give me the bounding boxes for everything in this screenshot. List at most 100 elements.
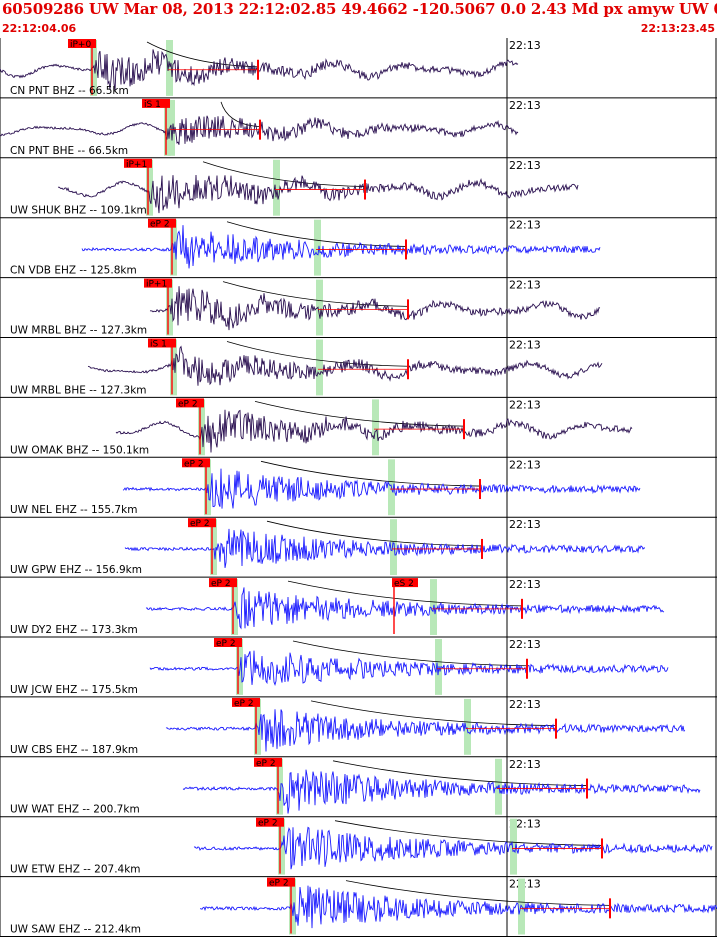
waveform	[81, 225, 601, 269]
station-label: UW DY2 EHZ -- 173.3km	[10, 624, 138, 636]
station-label: UW JCW EHZ -- 175.5km	[10, 684, 138, 696]
pick-label-box[interactable]	[232, 697, 260, 707]
pick-label-box[interactable]	[124, 158, 152, 168]
travel-time-curve	[310, 700, 557, 727]
travel-time-curve	[226, 341, 409, 367]
s-window-band	[314, 219, 321, 276]
minute-label: 22:13	[509, 39, 541, 52]
waveform	[145, 587, 665, 630]
minute-label: 22:13	[509, 698, 541, 711]
trace-row[interactable]: 22:13 eP 2 UW CBS EHZ -- 187.9km	[0, 696, 717, 758]
trace-row[interactable]: 22:13 eP 2 UW GPW EHZ -- 156.9km	[0, 517, 717, 578]
s-window-band	[273, 159, 280, 216]
pick-label[interactable]: eP 2	[258, 819, 278, 829]
station-label: CN VDB EHZ -- 125.8km	[10, 265, 137, 277]
pick-label[interactable]: eP 2	[256, 759, 276, 769]
pick-label[interactable]: iP+1	[126, 160, 147, 170]
pick-label-secondary[interactable]: eS 2	[394, 579, 414, 589]
travel-time-curve	[266, 520, 483, 547]
trace-row[interactable]: 22:13 eP 2 UW OMAK BHZ -- 150.1km	[0, 397, 717, 458]
trace-row[interactable]: 22:13 eP 2 UW WAT EHZ -- 200.7km	[0, 756, 717, 818]
waveform	[165, 709, 686, 752]
seismogram-panel[interactable]: 22:13 iP+0 CN PNT BHZ -- 66.5km 22:13 iS 1 CN…	[0, 38, 717, 938]
station-label: UW CBS EHZ -- 187.9km	[10, 744, 138, 756]
pick-label-box[interactable]	[214, 638, 242, 647]
travel-time-curve	[292, 640, 528, 667]
pick-label-box[interactable]	[209, 578, 237, 588]
pick-label[interactable]: iP+0	[70, 40, 91, 50]
p-window-band	[164, 99, 171, 156]
travel-time-curve	[260, 460, 481, 487]
pick-label-box[interactable]	[267, 877, 295, 887]
trace-row[interactable]: 22:13 eP 2 CN VDB EHZ -- 125.8km	[0, 217, 717, 279]
trace-row[interactable]: 22:13 iP+0 CN PNT BHZ -- 66.5km	[0, 38, 717, 99]
s-window-band	[316, 279, 323, 336]
pick-label[interactable]: eP 2	[190, 519, 210, 529]
trace-row[interactable]: 22:13 iS 1 UW MRBL BHE -- 127.3km	[0, 337, 717, 398]
pick-label-box[interactable]	[68, 39, 96, 48]
s-window-band	[166, 40, 173, 96]
pick-label-box[interactable]	[254, 757, 282, 767]
travel-time-curve	[226, 221, 407, 247]
pick-label[interactable]: eP 2	[178, 399, 198, 409]
station-label: UW NEL EHZ -- 155.7km	[10, 504, 137, 516]
pick-label[interactable]: eP 2	[211, 579, 231, 589]
pick-label-box-secondary[interactable]	[392, 578, 418, 588]
pick-label[interactable]: eP 2	[269, 879, 289, 889]
p-window-band	[236, 639, 243, 695]
p-window-band	[231, 579, 238, 635]
travel-time-curve	[287, 580, 523, 607]
trace-row[interactable]: 22:13 iS 1 CN PNT BHE -- 66.5km	[0, 97, 717, 159]
s-window-band	[316, 339, 323, 396]
event-header: 60509286 UW Mar 08, 2013 22:12:02.85 49.…	[0, 0, 717, 38]
pick-label-box[interactable]	[144, 278, 172, 288]
waveform	[87, 345, 603, 386]
station-label: UW MRBL BHZ -- 127.3km	[10, 325, 147, 337]
pick-label[interactable]: eP 2	[216, 639, 236, 649]
s-window-band	[372, 399, 379, 456]
waveform	[124, 528, 646, 568]
pick-label-box[interactable]	[148, 338, 176, 348]
s-window-band	[390, 519, 397, 576]
trace-row[interactable]: 22:13 eP 2 UW JCW EHZ -- 175.5km	[0, 637, 717, 698]
travel-time-curve	[146, 41, 259, 68]
pick-label-box[interactable]	[148, 218, 176, 228]
waveform	[199, 885, 717, 929]
pick-label[interactable]: iP+1	[146, 280, 167, 290]
start-time: 22:12:04.06	[2, 22, 77, 35]
pick-label[interactable]: iS 1	[144, 100, 161, 110]
seismogram-traces[interactable]: 22:13 iP+0 CN PNT BHZ -- 66.5km 22:13 iS 1 CN…	[0, 38, 717, 938]
travel-time-curve	[334, 820, 603, 846]
waveform	[182, 769, 701, 814]
trace-row[interactable]: 22:13 eP 2 eS 2 UW DY2 EHZ -- 173.3km	[0, 577, 717, 638]
trace-row[interactable]: 22:13 iP+1 UW MRBL BHZ -- 127.3km	[0, 277, 717, 338]
station-label: UW MRBL BHE -- 127.3km	[10, 384, 147, 396]
pick-label-box[interactable]	[256, 817, 284, 827]
station-label: UW GPW EHZ -- 156.9km	[10, 564, 142, 576]
waveform	[57, 174, 579, 214]
pick-label[interactable]: eP 2	[184, 459, 204, 469]
p-window-band	[276, 758, 283, 815]
pick-label-box[interactable]	[182, 458, 210, 468]
p-window-band	[210, 519, 217, 576]
minute-label: 22:13	[509, 99, 541, 112]
minute-label: 22:13	[509, 638, 541, 651]
pick-label[interactable]: eP 2	[150, 220, 170, 230]
pick-label[interactable]: iS 1	[150, 340, 167, 350]
pick-label[interactable]: eP 2	[234, 699, 254, 709]
travel-time-curve	[332, 760, 588, 786]
waveform	[149, 650, 669, 687]
waveform	[149, 286, 601, 331]
travel-time-curve	[345, 880, 611, 906]
end-time: 22:13:23.45	[640, 22, 715, 35]
pick-label-box[interactable]	[142, 98, 170, 108]
travel-time-curve	[222, 281, 409, 307]
trace-row[interactable]: 22:13 iP+1 UW SHUK BHZ -- 109.1km	[0, 157, 717, 219]
pick-label-box[interactable]	[188, 518, 216, 528]
trace-row[interactable]: 22:13 eP 2 UW NEL EHZ -- 155.7km	[0, 457, 717, 518]
pick-label-box[interactable]	[176, 398, 204, 408]
waveform	[122, 468, 641, 509]
s-window-band	[510, 818, 517, 875]
